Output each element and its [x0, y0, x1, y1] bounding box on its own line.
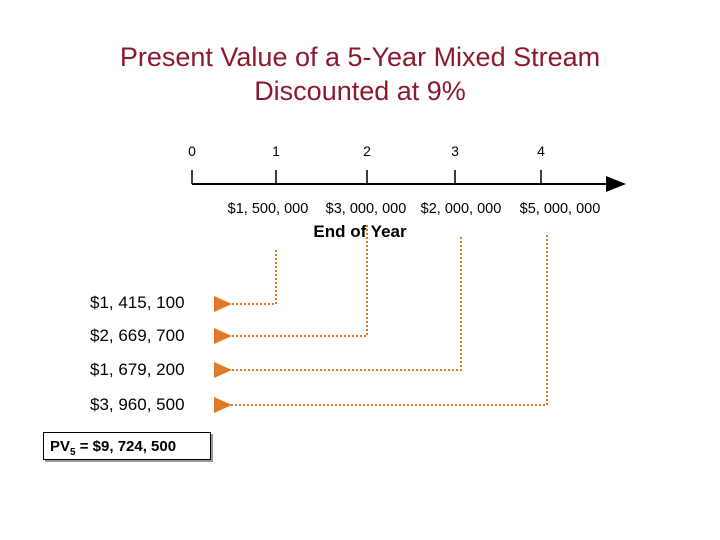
axis-label: End of Year [313, 222, 407, 241]
year-label-3: 3 [451, 143, 459, 159]
year-label-0: 0 [188, 143, 196, 159]
total-label-subscript: 5 [70, 447, 76, 458]
cash-flow-3: $2, 000, 000 [421, 201, 502, 217]
cash-flow-1: $1, 500, 000 [228, 201, 309, 217]
present-value-1: $1, 415, 100 [90, 293, 185, 312]
present-value-2: $2, 669, 700 [90, 326, 185, 345]
total-present-value-box: PV5 = $9, 724, 500 [43, 432, 211, 460]
connector-4 [214, 235, 548, 413]
slide-title: Present Value of a 5-Year Mixed Stream D… [0, 40, 720, 108]
connector-2 [214, 225, 368, 344]
title-line-1: Present Value of a 5-Year Mixed Stream [119, 42, 601, 72]
present-value-3: $1, 679, 200 [90, 360, 185, 379]
cash-flow-4: $5, 000, 000 [520, 201, 601, 217]
year-label-2: 2 [363, 143, 371, 159]
year-label-1: 1 [272, 143, 280, 159]
present-value-4: $3, 960, 500 [90, 395, 185, 414]
year-label-4: 4 [537, 143, 545, 159]
total-label: PV [50, 438, 71, 455]
total-value: = $9, 724, 500 [75, 438, 177, 455]
connector-1 [214, 250, 277, 312]
title-line-2: Discounted at 9% [254, 76, 466, 106]
connector-3 [214, 237, 462, 378]
cash-flow-2: $3, 000, 000 [326, 201, 407, 217]
